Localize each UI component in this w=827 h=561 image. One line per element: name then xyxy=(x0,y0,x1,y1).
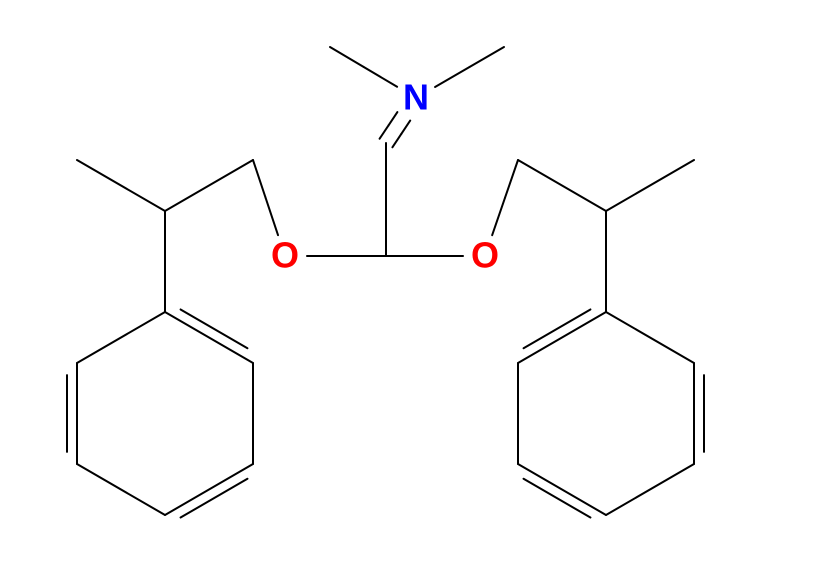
atom-label-n: N xyxy=(403,77,429,118)
atom-label-o: O xyxy=(471,235,499,276)
molecule-diagram: O N O xyxy=(0,0,827,561)
atom-label-o: O xyxy=(271,235,299,276)
